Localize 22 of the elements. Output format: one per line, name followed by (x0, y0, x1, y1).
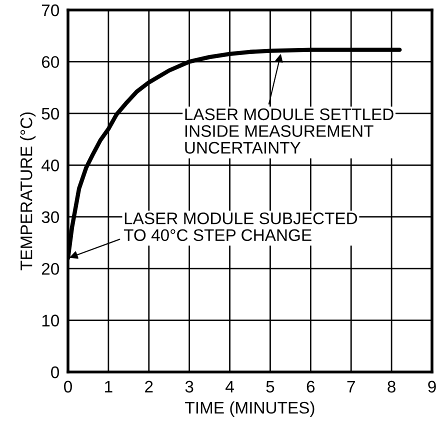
annotation: LASER MODULE SETTLED INSIDE MEASUREMENT UNCERTAINTY (185, 108, 394, 154)
y-tick-label: 40 (42, 160, 60, 172)
x-tick-label: 0 (64, 380, 72, 393)
x-axis-title: TIME (MINUTES) (185, 401, 314, 417)
y-axis-title: TEMPERATURE (°C) (20, 112, 36, 270)
y-tick-label: 20 (42, 262, 60, 275)
x-tick-label: 1 (105, 380, 112, 392)
y-tick-label: 60 (42, 56, 60, 68)
x-tick-label: 2 (145, 380, 153, 392)
y-tick-label: 70 (42, 4, 60, 16)
y-tick-label: 0 (51, 366, 60, 378)
y-tick-label: 30 (42, 211, 60, 224)
x-tick-label: 8 (388, 380, 396, 393)
y-tick-label: 10 (42, 314, 60, 326)
x-tick-label: 5 (266, 380, 274, 393)
x-tick-label: 4 (226, 380, 234, 392)
y-tick-label: 50 (42, 108, 60, 120)
annotation: LASER MODULE SUBJECTED TO 40°C STEP CHANGE (124, 212, 358, 242)
x-tick-label: 3 (185, 380, 194, 393)
x-tick-label: 9 (428, 380, 436, 393)
x-tick-label: 6 (306, 380, 315, 393)
x-tick-label: 7 (347, 380, 355, 392)
